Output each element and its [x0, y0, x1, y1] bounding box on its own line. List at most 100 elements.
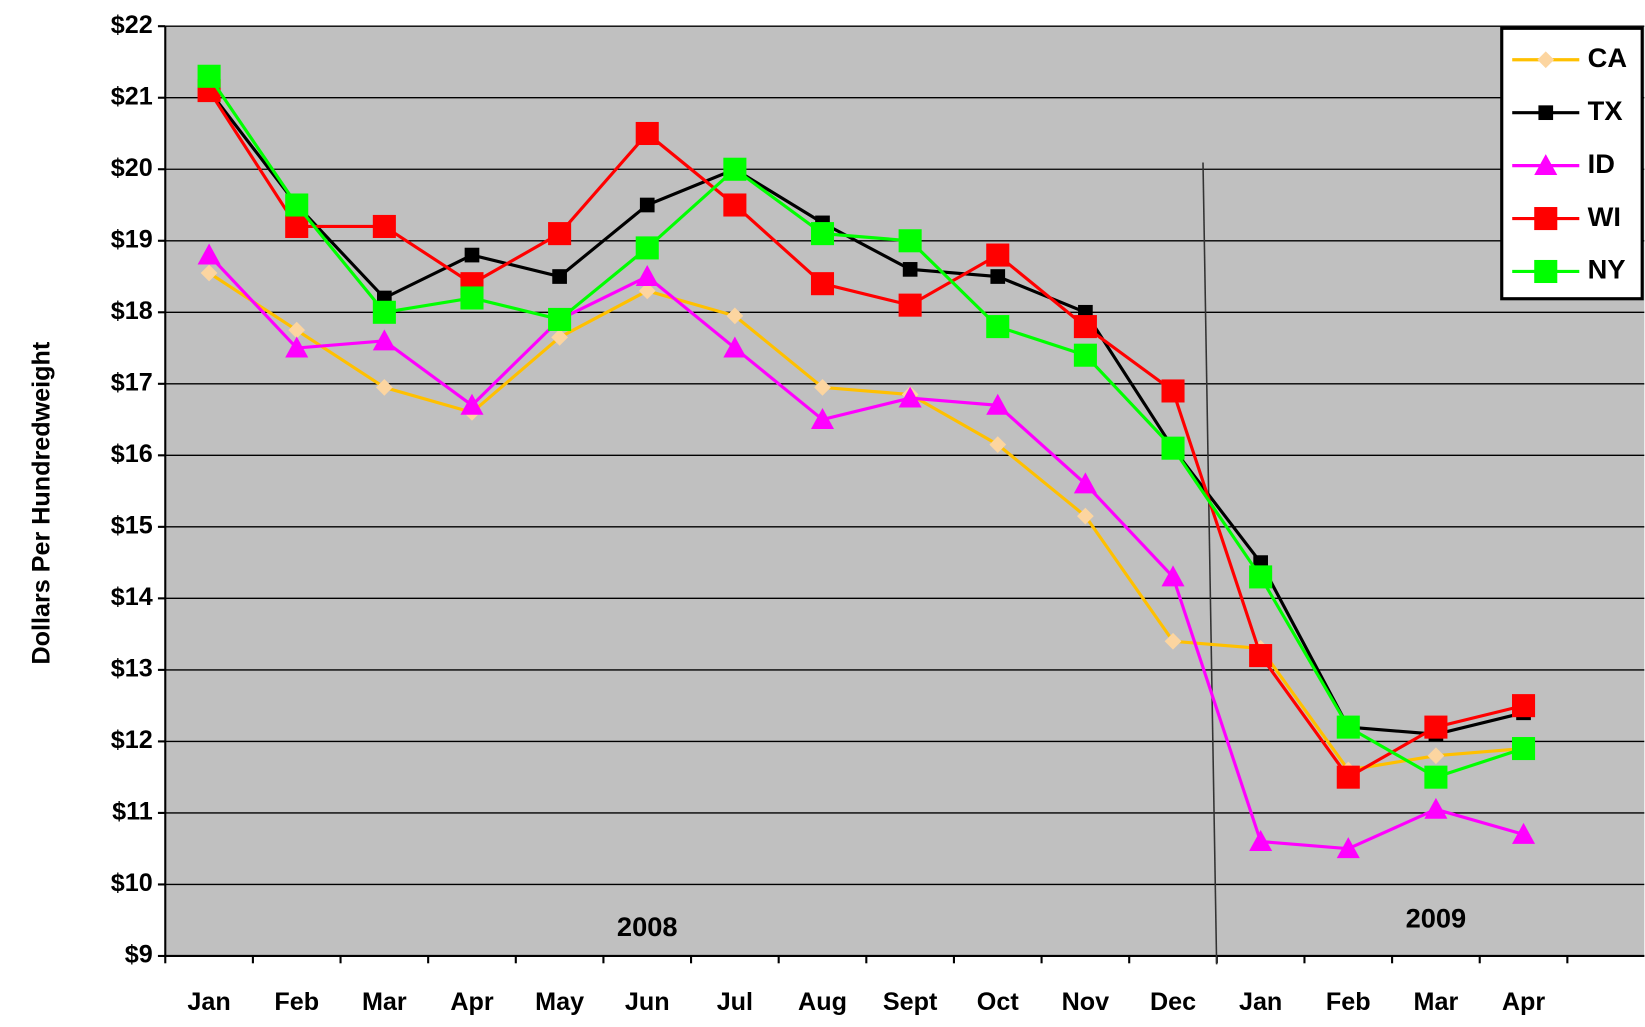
- marker: [1424, 765, 1448, 789]
- marker: [986, 315, 1010, 339]
- y-tick-label: $11: [112, 798, 153, 826]
- x-tick-label: Jan: [187, 988, 230, 1016]
- marker: [1424, 797, 1448, 819]
- marker: [989, 436, 1007, 453]
- legend-label: CA: [1588, 42, 1627, 73]
- y-tick-label: $15: [111, 511, 153, 539]
- marker: [723, 157, 747, 181]
- legend-box: [1500, 26, 1644, 301]
- x-tick-label: Sept: [883, 988, 938, 1016]
- x-tick-label: Jul: [717, 988, 753, 1016]
- y-axis-title: Dollars Per Hundredweight: [27, 341, 55, 664]
- marker: [285, 214, 309, 238]
- marker: [372, 214, 396, 238]
- marker: [1073, 315, 1097, 339]
- legend-label: NY: [1588, 254, 1626, 285]
- marker: [1534, 207, 1558, 231]
- annotation: 2008: [617, 911, 678, 942]
- marker: [898, 293, 922, 317]
- y-tick-label: $9: [125, 941, 153, 969]
- marker: [1534, 259, 1558, 284]
- marker: [986, 393, 1010, 415]
- marker: [635, 121, 659, 146]
- marker: [372, 329, 396, 351]
- series-line: [207, 89, 1524, 736]
- x-tick-label: Apr: [1502, 988, 1546, 1016]
- plot-area: [165, 26, 1645, 956]
- x-tick-label: Dec: [1150, 988, 1196, 1016]
- marker: [372, 300, 396, 324]
- marker: [810, 272, 835, 296]
- marker: [1336, 765, 1360, 789]
- marker: [814, 378, 831, 396]
- marker: [902, 262, 918, 277]
- marker: [1538, 105, 1554, 121]
- y-tick-label: $18: [111, 297, 153, 325]
- marker: [1249, 830, 1273, 851]
- marker: [1249, 644, 1273, 668]
- series-line: [207, 75, 1525, 779]
- marker: [723, 193, 747, 217]
- x-tick-label: May: [535, 988, 584, 1016]
- marker: [635, 264, 659, 286]
- y-tick-label: $13: [111, 655, 153, 683]
- x-tick-label: Mar: [362, 988, 407, 1016]
- marker: [285, 193, 309, 217]
- marker: [1249, 565, 1273, 589]
- series-line: [208, 271, 1524, 772]
- marker: [285, 336, 309, 358]
- marker: [1161, 379, 1185, 403]
- marker: [639, 197, 655, 213]
- marker: [898, 229, 922, 253]
- marker: [460, 393, 484, 415]
- marker: [1512, 694, 1536, 718]
- x-tick-label: Oct: [977, 988, 1020, 1016]
- marker: [990, 269, 1006, 284]
- marker: [1336, 837, 1360, 859]
- marker: [810, 222, 835, 246]
- y-tick-label: $20: [111, 154, 153, 182]
- marker: [1537, 51, 1555, 69]
- marker: [551, 328, 568, 346]
- marker: [1424, 715, 1448, 739]
- y-tick-label: $19: [111, 225, 153, 253]
- series: [197, 79, 1536, 789]
- y-tick-label: $17: [111, 368, 153, 396]
- y-tick-label: $10: [111, 869, 153, 897]
- marker: [548, 307, 572, 331]
- annotation: 2009: [1406, 903, 1467, 934]
- legend: CA TX ID WI NY: [1500, 26, 1644, 301]
- x-tick-label: Feb: [1326, 988, 1371, 1016]
- marker: [1336, 715, 1360, 739]
- marker: [638, 282, 656, 300]
- marker: [1164, 632, 1182, 650]
- y-tick-label: $16: [111, 440, 153, 468]
- marker: [723, 336, 747, 358]
- x-tick-label: Nov: [1062, 988, 1110, 1016]
- marker: [375, 378, 393, 396]
- marker: [464, 247, 480, 263]
- marker: [460, 286, 484, 310]
- marker: [1161, 565, 1185, 587]
- marker: [986, 243, 1010, 267]
- marker: [1077, 507, 1094, 525]
- legend-label: ID: [1588, 148, 1615, 179]
- marker: [197, 243, 221, 265]
- x-tick-label: Mar: [1414, 988, 1459, 1016]
- marker: [552, 269, 567, 284]
- x-tick-label: Apr: [450, 988, 494, 1016]
- series-line: [207, 253, 1524, 851]
- legend-label: TX: [1588, 95, 1623, 126]
- x-tick-label: Aug: [798, 988, 847, 1016]
- year-divider: [1202, 162, 1218, 965]
- marker: [635, 236, 659, 260]
- marker: [1534, 154, 1558, 176]
- legend-label: WI: [1588, 201, 1621, 232]
- marker: [197, 64, 221, 88]
- series: [197, 243, 1536, 859]
- marker: [898, 386, 922, 408]
- marker: [1073, 472, 1097, 494]
- y-tick-label: $21: [111, 82, 153, 110]
